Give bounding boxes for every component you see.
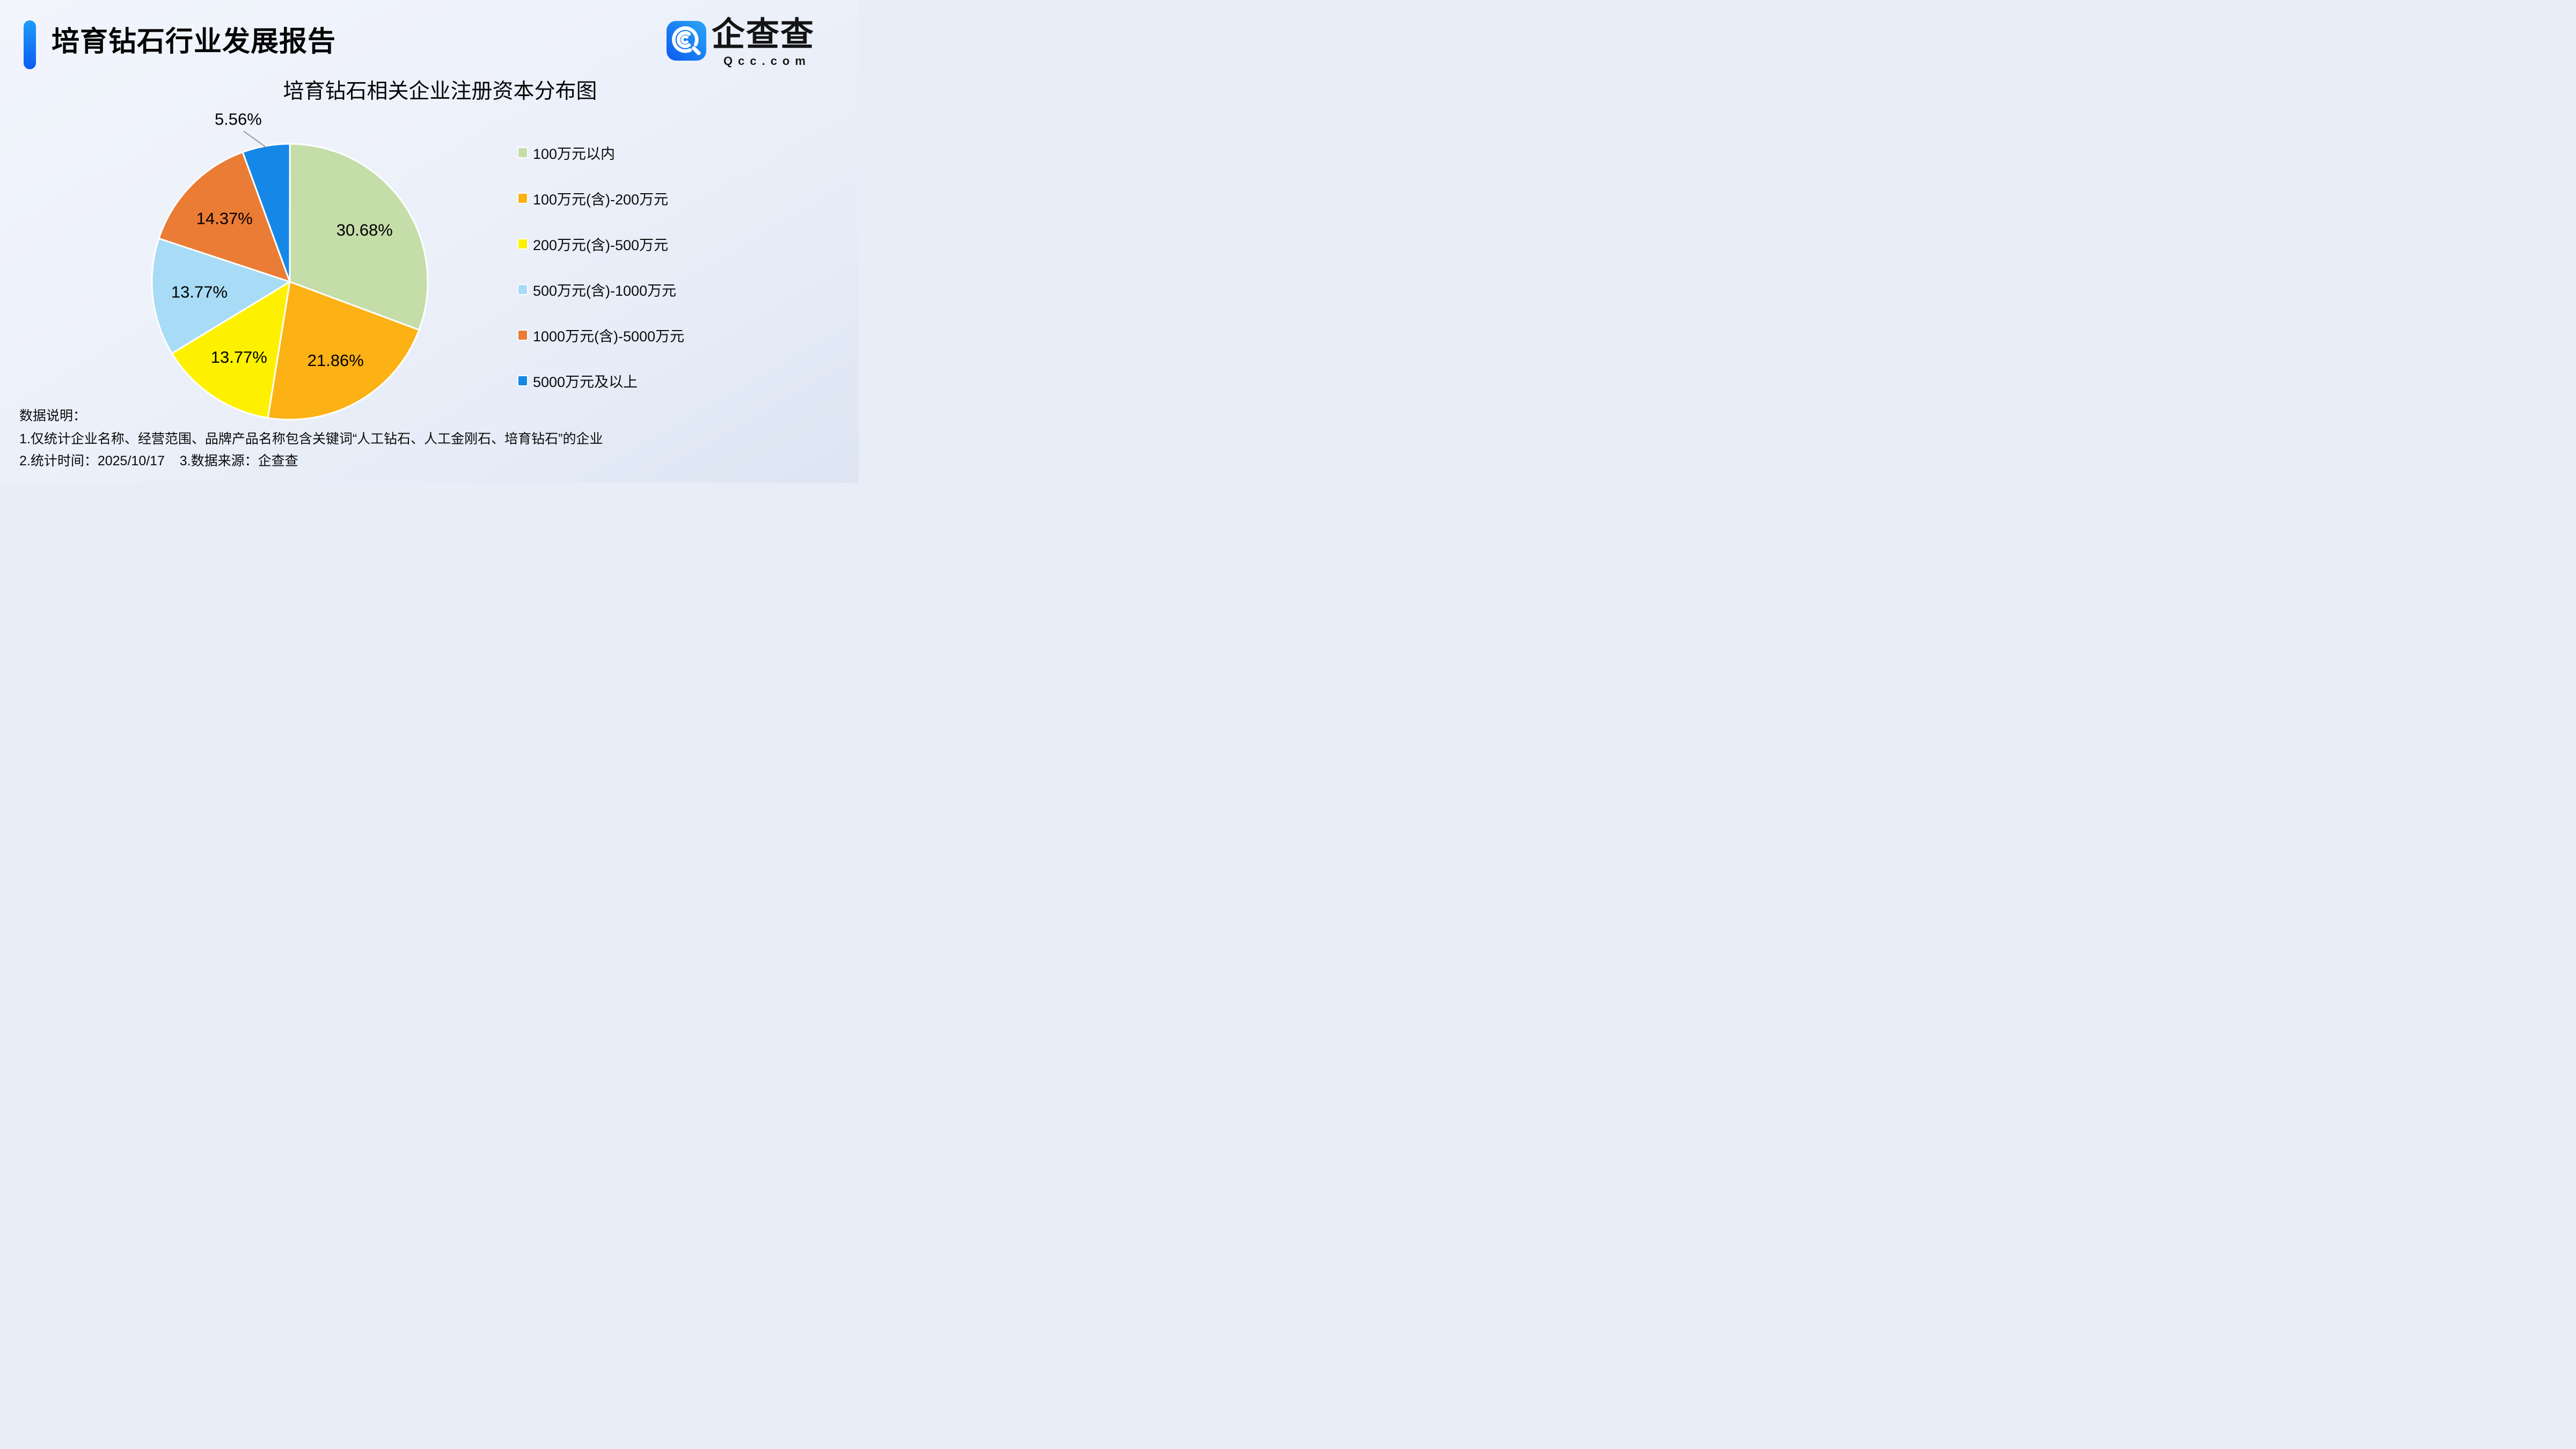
footer-note-1: 1.仅统计企业名称、经营范围、品牌产品名称包含关键词“人工钻石、人工金刚石、培育… (19, 431, 603, 447)
pie-label-0: 30.68% (336, 221, 393, 239)
legend-label-2: 200万元(含)-500万元 (533, 237, 669, 253)
pie-slice-4 (158, 151, 291, 283)
pie-slice-5 (241, 143, 291, 283)
page-title: 培育钻石行业发展报告 (52, 26, 336, 57)
qcc-logo-brand: 企查查 (712, 16, 815, 53)
pie-slice-0 (289, 143, 429, 331)
qcc-logo: 企查查 Qcc.com (667, 16, 838, 69)
legend-swatch-2 (518, 239, 527, 248)
pie-label-3: 13.77% (171, 283, 228, 302)
pie-label-leader-5 (243, 130, 267, 148)
pie-slice-3 (151, 237, 291, 354)
legend-item-3: 500万元(含)-1000万元 (518, 281, 684, 299)
legend-item-4: 1000万元(含)-5000万元 (518, 326, 685, 345)
title-accent-bar (24, 20, 36, 69)
legend-label-5: 5000万元及以上 (533, 374, 638, 390)
qcc-logo-icon (667, 21, 706, 61)
legend-label-1: 100万元(含)-200万元 (533, 191, 669, 208)
footer-notes: 数据说明： 1.仅统计企业名称、经营范围、品牌产品名称包含关键词“人工钻石、人工… (19, 407, 603, 470)
legend-item-2: 200万元(含)-500万元 (518, 235, 684, 253)
legend-item-0: 100万元以内 (518, 144, 684, 162)
chart-title: 培育钻石相关企业注册资本分布图 (283, 80, 597, 103)
footer-note-2: 2.统计时间：2025/10/17 3.数据来源：企查查 (19, 453, 298, 469)
legend-label-4: 1000万元(含)-5000万元 (533, 328, 685, 345)
qcc-logo-domain: Qcc.com (723, 54, 811, 68)
legend-swatch-3 (518, 284, 527, 294)
legend-swatch-4 (518, 330, 527, 340)
legend-swatch-0 (518, 148, 527, 157)
chart-legend: 100万元以内 100万元(含)-200万元 200万元(含)-500万元 500万元… (518, 144, 685, 390)
pie-label-2: 13.77% (211, 348, 267, 367)
footer-heading: 数据说明： (19, 408, 87, 423)
pie-label-5: 5.56% (215, 109, 262, 128)
pie-slice-1 (267, 281, 420, 421)
legend-item-1: 100万元(含)-200万元 (518, 189, 684, 208)
pie-label-1: 21.86% (308, 351, 364, 370)
pie-slice-2 (171, 281, 291, 419)
legend-item-5: 5000万元及以上 (518, 372, 684, 390)
legend-label-0: 100万元以内 (533, 145, 616, 162)
legend-label-3: 500万元(含)-1000万元 (533, 282, 677, 299)
pie-chart-svg: 30.68% 21.86% 13.77% 13.77% 14.37% 5.56% (151, 109, 429, 421)
report-slide: 培育钻石行业发展报告 企查查 Qcc.com 培育钻石相关企业注册资本分布图 3… (0, 0, 859, 483)
legend-swatch-5 (518, 376, 527, 385)
pie-label-4: 14.37% (196, 209, 253, 228)
legend-swatch-1 (518, 193, 527, 203)
